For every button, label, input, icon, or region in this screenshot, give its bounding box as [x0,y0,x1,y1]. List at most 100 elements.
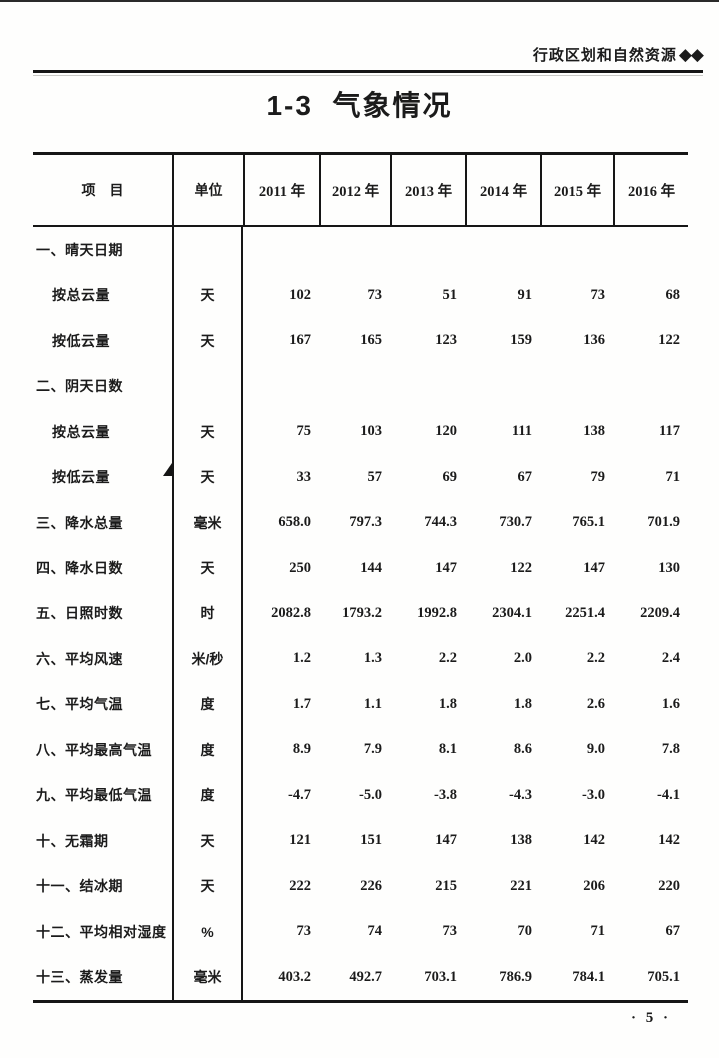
value-cell: 73 [367,286,383,303]
column-header-4: 2013 年 [390,155,465,225]
value-cell: 206 [583,877,605,894]
table-row: 按低云量 天 33 57 69 67 79 71 [33,454,688,500]
unit-cell: 天 [172,545,243,591]
column-header-2: 2011 年 [243,155,319,225]
value-cell: 1.7 [292,695,311,712]
value-cell: 147 [583,559,605,576]
table-body: 一、晴天日期 按总云量天 102 73 51 91 73 68 按低云量天 167 165 123 15… [33,227,688,1003]
value-cell: 492.7 [349,968,382,985]
value-cell: 147 [435,559,457,576]
value-cell: -4.3 [509,786,532,803]
table-row: 十三、蒸发量 毫米 403.2 492.7 703.1 786.9 784.1 705.1 [33,954,688,1000]
item-cell: 七、平均气温 [36,696,123,713]
value-cell: 122 [658,332,680,349]
item-cell: 五、日照时数 [36,605,123,622]
value-cell: 147 [435,832,457,849]
value-cell: 111 [511,423,532,440]
value-cell: 120 [435,423,457,440]
value-cell: 69 [442,468,458,485]
value-cell: 403.2 [278,968,311,985]
value-cell: 57 [367,468,383,485]
value-cell: 159 [510,332,532,349]
column-header-0: 项 目 [81,182,124,198]
value-cell: 165 [360,332,382,349]
item-cell: 十、无霜期 [36,832,109,849]
value-cell: -4.1 [657,786,680,803]
column-header-1: 单位 [172,155,243,225]
value-cell: 117 [659,423,680,440]
value-cell: 703.1 [424,968,457,985]
table-row: 按总云量 天 102 73 51 91 73 68 [33,272,688,318]
value-cell [243,363,319,408]
unit-cell: 天 [172,408,243,455]
column-header-3: 2012 年 [319,155,390,225]
unit-cell [172,363,243,409]
weather-table: 项 目 单位 2011 年 2012 年 2013 年 2014 年 2015 年 2016 … [33,152,688,1003]
value-cell: 73 [296,923,312,940]
table-row: 十、无霜期 天 121 151 147 138 142 142 [33,818,688,864]
diamond-icons: ◆◆ [678,44,704,65]
table-row: 八、平均最高气温 度 8.9 7.9 8.1 8.6 9.0 7.8 [33,727,688,773]
value-cell: 2209.4 [640,604,680,621]
value-cell: 138 [510,832,532,849]
value-cell: 103 [360,423,382,440]
value-cell [319,227,390,272]
value-cell: 1.1 [363,695,382,712]
item-cell: 按总云量 [52,287,110,304]
value-cell: 71 [590,923,606,940]
unit-cell: 时 [172,590,243,637]
item-cell: 十一、结冰期 [36,878,123,895]
unit-cell: 天 [172,317,243,364]
value-cell: -3.0 [582,786,605,803]
value-cell: 33 [296,468,312,485]
item-cell: 九、平均最低气温 [36,787,152,804]
item-cell: 十三、蒸发量 [36,969,123,986]
value-cell: 2082.8 [271,604,311,621]
item-cell: 二、阴天日数 [36,378,123,395]
unit-cell: 度 [172,681,243,728]
value-cell [613,227,688,272]
scan-edge-artifact [0,0,719,2]
value-cell: 73 [442,923,458,940]
running-header-text: 行政区划和自然资源 [532,47,677,64]
value-cell: 91 [517,286,533,303]
value-cell: 797.3 [349,514,382,531]
value-cell: 9.0 [586,741,605,758]
value-cell: 138 [583,423,605,440]
header-rule [33,70,703,73]
unit-cell: 天 [172,454,243,500]
table-row: 七、平均气温 度 1.7 1.1 1.8 1.8 2.6 1.6 [33,681,688,728]
value-cell: 121 [289,832,311,849]
value-cell: 102 [289,286,311,303]
table-row: 按总云量 天 75 103 120 111 138 117 [33,408,688,455]
value-cell [540,227,613,272]
value-cell: 1.8 [438,695,457,712]
table-row: 十二、平均相对湿度% 73 74 73 70 71 67 [33,909,688,955]
unit-cell [172,227,243,273]
table-row: 按低云量 天 167 165 123 159 136 122 [33,317,688,364]
value-cell: 1.3 [363,650,382,667]
value-cell: 2.6 [586,695,605,712]
unit-cell: 度 [172,772,243,819]
value-cell: 7.8 [661,741,680,758]
value-cell: -4.7 [288,786,311,803]
table-row: 五、日照时数 时 2082.8 1793.2 1992.8 2304.1 2251.4 220… [33,590,688,637]
page-number: · 5 · [630,1010,671,1026]
table-row: 一、晴天日期 [33,227,688,273]
unit-cell: 天 [172,818,243,864]
value-cell: 2.4 [661,650,680,667]
value-cell: 144 [360,559,382,576]
value-cell: 71 [665,468,681,485]
value-cell: 705.1 [647,968,680,985]
unit-cell: 米/秒 [172,636,243,682]
item-cell: 一、晴天日期 [36,241,123,258]
value-cell: 1.8 [513,695,532,712]
item-cell: 三、降水总量 [36,514,123,531]
value-cell: 1793.2 [342,604,382,621]
value-cell: 67 [665,923,681,940]
value-cell: 250 [289,559,311,576]
value-cell: 658.0 [278,514,311,531]
item-cell: 十二、平均相对湿度 [36,923,167,940]
item-cell: 按总云量 [52,423,110,440]
